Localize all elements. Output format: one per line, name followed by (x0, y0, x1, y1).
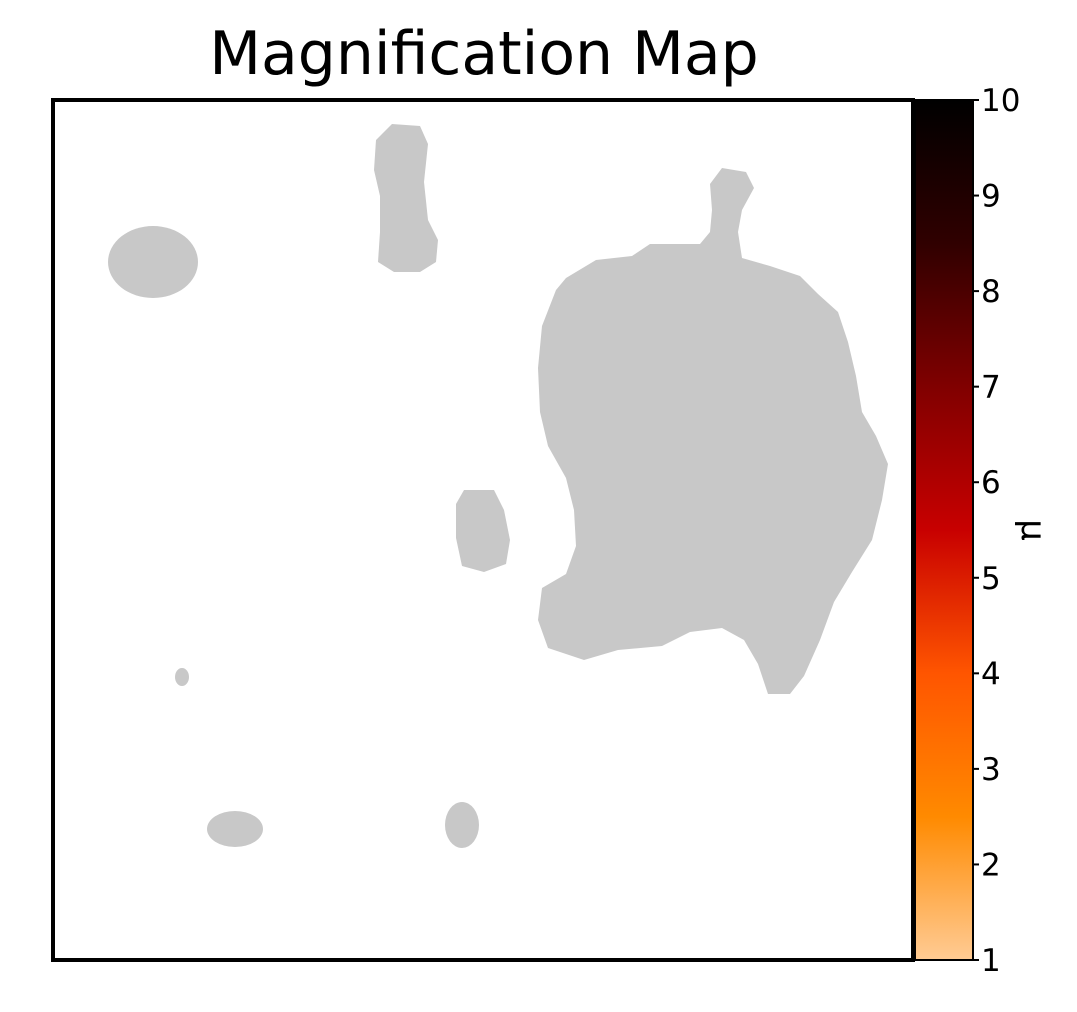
colorbar-tick-label: 10 (981, 83, 1020, 119)
colorbar-tick-label: 9 (981, 179, 1001, 215)
colorbar-tick-label: 7 (981, 370, 1001, 406)
colorbar-tick-label: 1 (981, 943, 1001, 979)
colorbar-tick-label: 2 (981, 847, 1001, 883)
region-large (538, 168, 888, 694)
colorbar-tick-label: 5 (981, 561, 1001, 597)
colorbar-tick-label: 6 (981, 465, 1001, 501)
region-top-tall (374, 124, 438, 272)
region-tiny-dot (175, 668, 189, 686)
region-middle-small (456, 490, 510, 572)
region-bottom-middle (445, 802, 479, 848)
colorbar-label: μ (1013, 519, 1053, 541)
colorbar-tick-label: 4 (981, 656, 1001, 692)
region-bottom-left (207, 811, 263, 847)
region-top-left (108, 226, 198, 298)
chart-title: Magnification Map (209, 19, 759, 89)
colorbar-tick-label: 8 (981, 274, 1001, 310)
colorbar-ticks: 1 2 3 4 5 6 7 8 9 10 (973, 83, 1020, 979)
colorbar (914, 99, 974, 961)
plot-frame (51, 98, 915, 962)
colorbar-tick-label: 3 (981, 752, 1001, 788)
low-magnification-regions (108, 124, 888, 848)
